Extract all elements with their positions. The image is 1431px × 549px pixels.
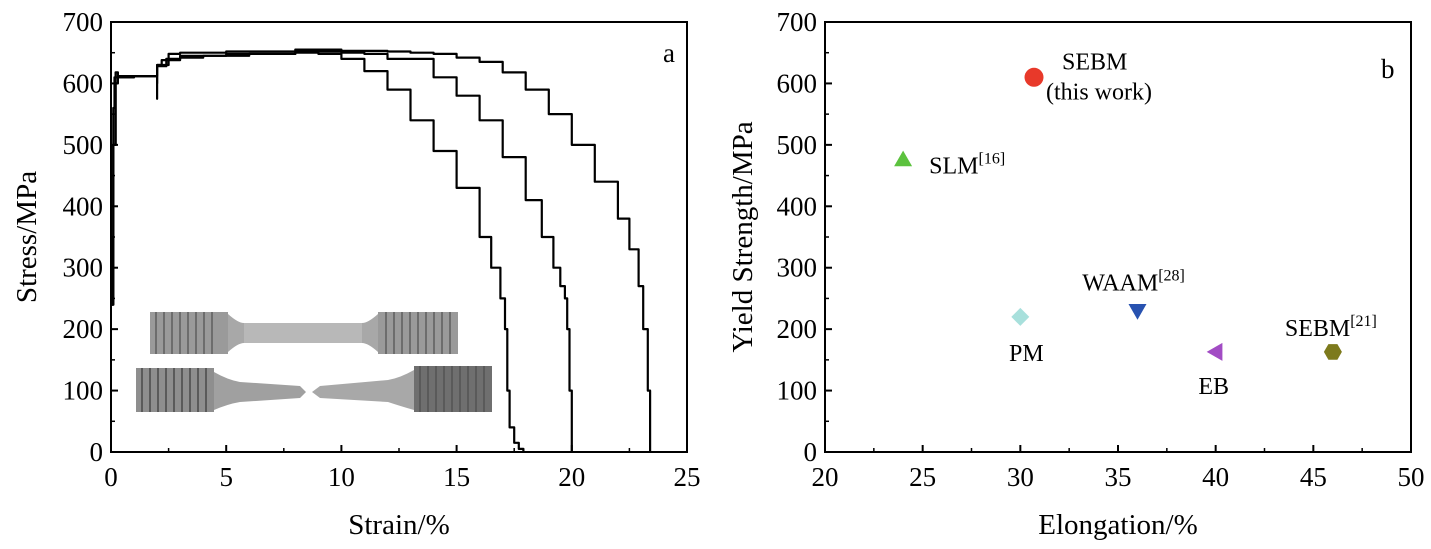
panel-b-x-tick-label: 20 <box>812 462 839 492</box>
point-label-text: SEBM <box>1062 49 1127 75</box>
panel-a-y-tick-label: 0 <box>90 437 104 467</box>
panel-a-x-tick-label: 5 <box>219 462 233 492</box>
panel-a-x-tick-label: 0 <box>104 462 118 492</box>
panel-b-x-tick-label: 35 <box>1105 462 1132 492</box>
panel-b-x-tick-label: 45 <box>1300 462 1327 492</box>
panel-a-x-axis-label: Strain/% <box>348 509 450 541</box>
point-label-text: PM <box>1009 341 1044 367</box>
panel-b-y-tick-label: 700 <box>777 7 818 37</box>
data-point-pm <box>1011 307 1030 326</box>
panel-b-letter: b <box>1381 54 1395 84</box>
data-point-sebm-ref <box>1323 344 1342 360</box>
panel-a-x-tick-label: 25 <box>674 462 701 492</box>
point-label-text: WAAM <box>1082 271 1158 297</box>
point-label: WAAM[28] <box>1082 268 1185 297</box>
panel-a-x-tick-label: 10 <box>328 462 355 492</box>
panel-a-letter: a <box>663 38 675 68</box>
panel-a-x-tick-label: 15 <box>443 462 470 492</box>
point-label: SEBM <box>1062 49 1127 75</box>
panel-a-y-tick-label: 600 <box>63 68 104 98</box>
panel-b-y-tick-label: 600 <box>777 68 818 98</box>
panel-b-y-tick-label: 300 <box>777 253 818 283</box>
panel-b-y-tick-label: 0 <box>804 437 818 467</box>
panel-a-x-tick-label: 20 <box>558 462 585 492</box>
panel-a-y-axis-label: Stress/MPa <box>11 171 43 303</box>
panel-b-y-tick-label: 100 <box>777 376 818 406</box>
panel-b-x-tick-label: 40 <box>1202 462 1229 492</box>
point-reference: [21] <box>1350 313 1377 330</box>
point-label-text: SEBM <box>1285 316 1350 342</box>
panel-b-x-tick-label: 50 <box>1398 462 1425 492</box>
data-point-eb <box>1206 342 1223 361</box>
panel-a-y-tick-label: 500 <box>63 130 104 160</box>
panel-b-y-tick-label: 500 <box>777 130 818 160</box>
data-point-sebm <box>1024 67 1044 87</box>
point-reference: [16] <box>978 151 1005 168</box>
panel-b-x-tick-label: 25 <box>909 462 936 492</box>
point-label: SLM[16] <box>929 151 1005 180</box>
panel-a-stress-strain-chart: 0 5 10 15 20 25 0 100 200 300 400 500 600 700 a Strai… <box>11 7 701 541</box>
point-label: PM <box>1009 341 1044 367</box>
panel-b-y-tick-label: 400 <box>777 191 818 221</box>
stress-strain-curve-3 <box>111 48 652 452</box>
panel-a-y-tick-label: 300 <box>63 253 104 283</box>
point-reference: [28] <box>1158 268 1185 285</box>
panel-b-x-axis-label: Elongation/% <box>1038 509 1197 541</box>
point-label-text: SLM <box>929 154 978 180</box>
panel-a-y-tick-label: 700 <box>63 7 104 37</box>
panel-a-y-tick-label: 200 <box>63 314 104 344</box>
data-point-slm-ref <box>894 150 913 167</box>
panel-b-y-axis-label: Yield Strength/MPa <box>727 121 759 352</box>
specimen-photo-inset <box>132 300 496 420</box>
point-label-subtext: (this work) <box>1046 79 1152 105</box>
point-label: EB <box>1198 374 1229 400</box>
panel-a-y-tick-label: 400 <box>63 191 104 221</box>
panel-b-y-tick-label: 200 <box>777 314 818 344</box>
stress-strain-curve-1 <box>111 51 525 452</box>
panel-a-y-tick-label: 100 <box>63 376 104 406</box>
point-label-text: EB <box>1198 374 1229 400</box>
data-point-waam-ref <box>1128 304 1147 320</box>
point-label: SEBM[21] <box>1285 313 1377 342</box>
panel-b-x-tick-label: 30 <box>1007 462 1034 492</box>
